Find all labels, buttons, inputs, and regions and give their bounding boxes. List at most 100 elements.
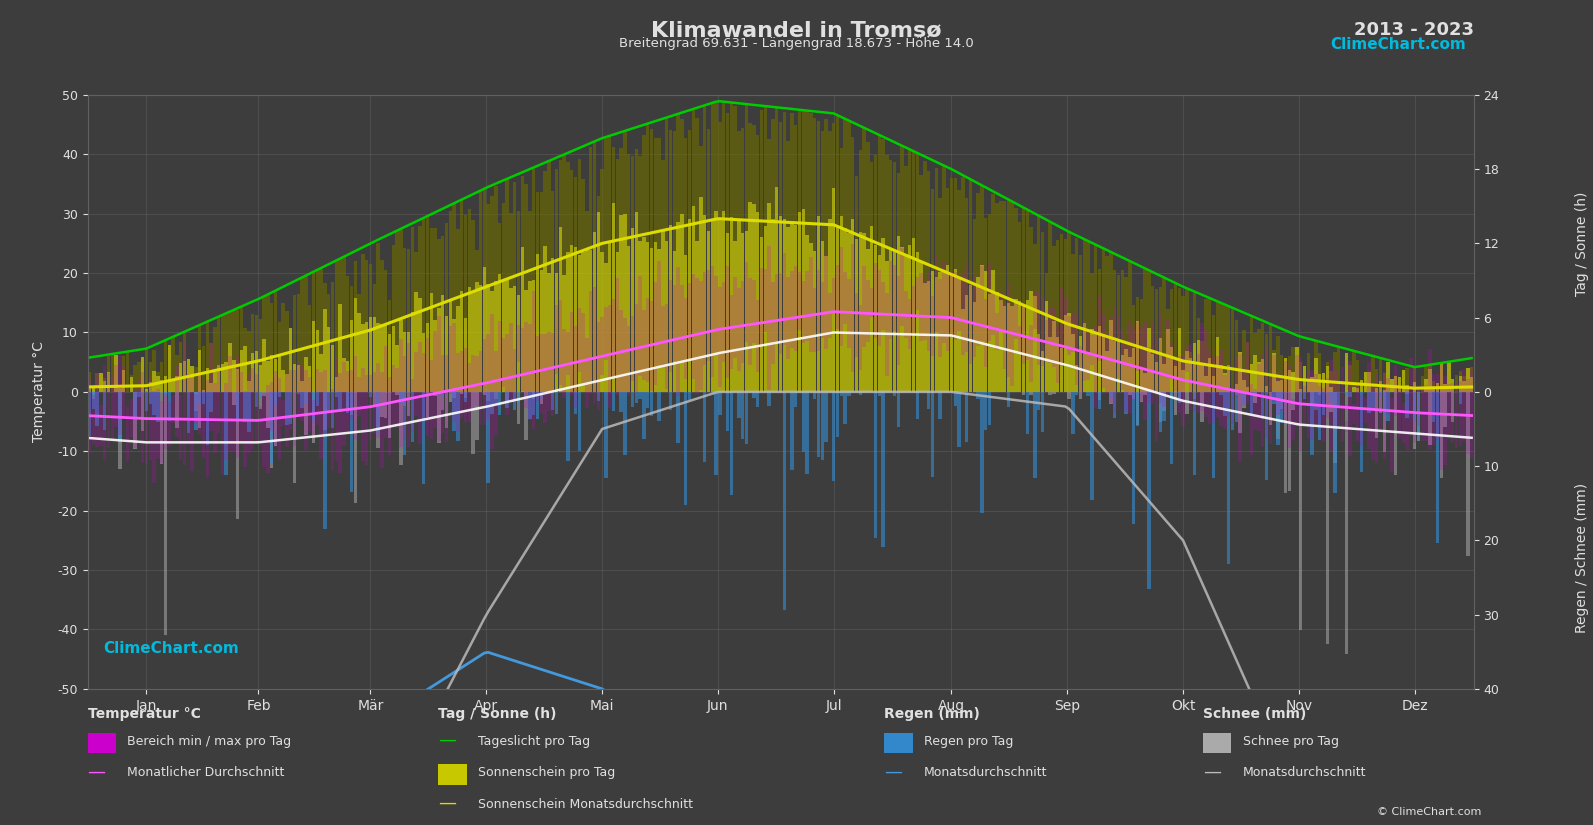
Bar (722, 101, 725, 211)
Bar (1193, 343, 1196, 392)
Bar (338, 258, 342, 304)
Bar (801, 111, 804, 209)
Bar (535, 191, 540, 254)
Bar (1238, 354, 1241, 460)
Bar (258, 392, 263, 408)
Bar (175, 392, 178, 428)
Bar (1295, 347, 1298, 392)
Bar (202, 392, 205, 404)
Bar (159, 392, 164, 464)
Bar (787, 277, 790, 359)
Bar (771, 119, 774, 219)
Bar (202, 390, 205, 392)
Bar (134, 392, 137, 420)
Bar (768, 246, 771, 389)
Bar (475, 392, 478, 440)
Bar (129, 375, 132, 377)
Bar (365, 323, 368, 392)
Bar (680, 120, 683, 214)
Bar (631, 392, 634, 407)
Bar (1265, 392, 1268, 479)
Bar (1034, 296, 1037, 392)
Bar (1330, 371, 1333, 387)
Bar (315, 392, 319, 406)
Bar (516, 211, 521, 295)
Bar (1098, 392, 1101, 400)
Bar (680, 214, 683, 392)
Bar (911, 238, 914, 392)
Bar (346, 361, 349, 392)
Bar (529, 392, 532, 419)
Bar (129, 399, 132, 437)
Bar (1204, 375, 1207, 392)
Bar (601, 169, 604, 252)
Bar (730, 102, 733, 217)
Bar (612, 392, 615, 411)
Bar (1367, 372, 1372, 392)
Bar (889, 262, 892, 339)
Bar (661, 305, 664, 367)
Bar (1348, 392, 1352, 397)
Bar (1466, 392, 1469, 556)
Bar (1459, 380, 1462, 446)
Text: Schnee (mm): Schnee (mm) (1203, 707, 1306, 721)
Bar (350, 392, 354, 415)
Bar (1201, 364, 1204, 392)
Bar (1470, 367, 1474, 377)
Bar (1257, 329, 1260, 362)
Bar (1185, 351, 1188, 392)
Bar (612, 203, 615, 392)
Bar (1292, 372, 1295, 392)
Bar (548, 273, 551, 392)
Bar (296, 294, 299, 365)
Bar (1462, 376, 1466, 381)
Bar (194, 392, 198, 411)
Bar (1106, 333, 1109, 393)
Bar (793, 125, 798, 225)
Bar (1182, 370, 1185, 392)
Bar (1364, 398, 1367, 423)
Bar (870, 163, 873, 226)
Bar (1238, 352, 1241, 392)
Bar (301, 365, 304, 421)
Bar (164, 394, 167, 449)
Bar (524, 290, 527, 392)
Bar (809, 257, 812, 351)
Bar (738, 288, 741, 371)
Bar (104, 392, 107, 430)
Bar (167, 345, 170, 392)
Bar (1219, 392, 1223, 394)
Bar (1352, 351, 1356, 387)
Bar (1133, 305, 1136, 347)
Bar (115, 365, 118, 427)
Bar (1344, 392, 1348, 394)
Bar (867, 249, 870, 392)
Bar (346, 392, 349, 413)
Bar (733, 106, 736, 241)
Bar (695, 241, 699, 392)
Bar (376, 392, 379, 433)
Bar (836, 265, 840, 328)
Bar (1098, 392, 1101, 408)
Bar (1405, 386, 1408, 450)
Bar (908, 149, 911, 244)
Bar (1330, 392, 1333, 402)
Bar (529, 324, 532, 420)
Bar (570, 312, 573, 395)
Bar (1333, 392, 1337, 493)
Bar (930, 271, 933, 392)
Bar (304, 392, 307, 435)
Bar (604, 392, 607, 478)
Bar (271, 392, 274, 463)
Bar (817, 120, 820, 216)
Bar (335, 376, 338, 392)
Bar (183, 342, 186, 464)
Bar (524, 184, 527, 290)
Bar (589, 250, 593, 392)
Text: Monatlicher Durchschnitt: Monatlicher Durchschnitt (127, 766, 285, 780)
Bar (346, 370, 349, 431)
Bar (919, 262, 922, 392)
Bar (1207, 350, 1211, 424)
Bar (417, 342, 422, 444)
Bar (1078, 392, 1082, 399)
